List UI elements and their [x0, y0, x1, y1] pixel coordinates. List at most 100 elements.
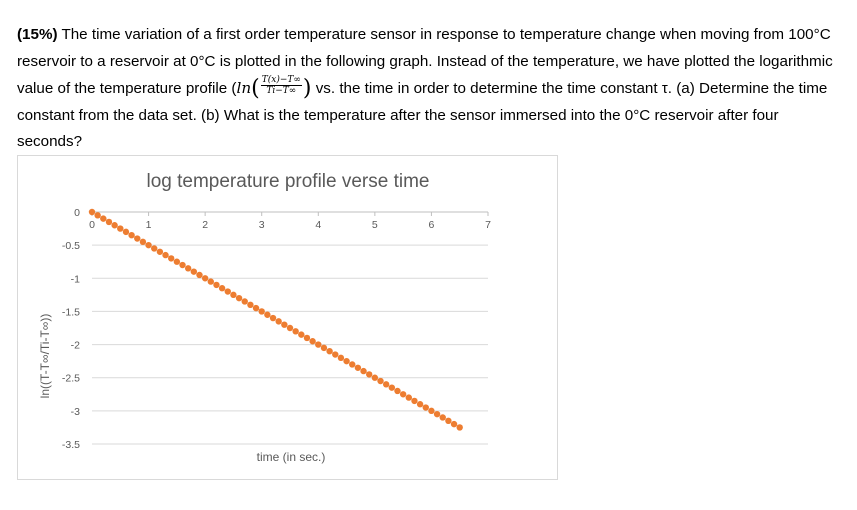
data-point	[332, 351, 339, 358]
data-point	[450, 420, 458, 428]
data-point	[196, 271, 203, 279]
chart-svg: 0 -0.5 -1 -1.5 -2 -2.5 -3 -3.5 0 1 2 3 4 5 6 7 log tem…	[38, 171, 491, 464]
data-point	[105, 218, 113, 226]
data-point	[218, 285, 226, 292]
y-tick-label: -1	[71, 273, 80, 285]
data-point	[445, 417, 452, 424]
left-paren: (	[251, 75, 260, 101]
x-tick-label: 3	[259, 219, 265, 231]
data-point	[388, 384, 396, 391]
x-tick-label: 5	[372, 219, 378, 231]
fraction: T(x)−T∞ Ti−T∞	[260, 75, 302, 97]
data-point	[377, 377, 384, 385]
data-point	[394, 387, 401, 395]
data-point	[201, 275, 209, 282]
data-point	[117, 225, 124, 232]
data-point	[122, 228, 130, 236]
data-point	[235, 294, 243, 302]
question-part-1: The time variation of a first order temp…	[17, 26, 833, 97]
y-tick-label: -1.5	[62, 306, 80, 318]
data-point	[264, 311, 271, 318]
question-weight: (15%)	[17, 26, 58, 43]
data-point	[371, 374, 379, 381]
data-point	[230, 291, 237, 299]
data-point	[224, 288, 231, 295]
data-point	[422, 404, 429, 411]
chart-title: log temperature profile verse time	[146, 171, 429, 192]
y-tick-label: -0.5	[62, 240, 80, 252]
data-point	[88, 208, 96, 216]
data-points	[88, 208, 463, 431]
y-tick-labels: 0 -0.5 -1 -1.5 -2 -2.5 -3 -3.5	[62, 207, 80, 451]
data-point	[439, 414, 446, 421]
data-point	[207, 278, 214, 285]
data-point	[247, 301, 254, 308]
data-point	[433, 410, 441, 418]
data-point	[281, 321, 288, 328]
question-text: (15%) The time variation of a first orde…	[17, 22, 847, 156]
data-point	[190, 268, 198, 275]
data-point	[100, 215, 107, 222]
y-tick-label: -2.5	[62, 373, 80, 385]
data-point	[269, 314, 277, 322]
x-tick-label: 1	[146, 219, 152, 231]
data-point	[156, 248, 164, 255]
data-point	[416, 401, 424, 408]
data-point	[399, 391, 407, 398]
data-point	[320, 344, 328, 352]
data-point	[139, 238, 147, 246]
ln-symbol: ln	[236, 79, 252, 97]
data-point	[428, 407, 435, 415]
data-point	[151, 245, 158, 252]
data-point	[303, 334, 311, 342]
data-point	[173, 258, 181, 265]
right-paren: )	[302, 75, 312, 101]
data-point	[179, 261, 186, 269]
data-point	[184, 265, 192, 272]
chart-container: 0 -0.5 -1 -1.5 -2 -2.5 -3 -3.5 0 1 2 3 4 5 6 7 log tem…	[17, 155, 558, 480]
data-point	[337, 354, 345, 362]
data-point	[111, 222, 118, 229]
x-tick-label: 6	[429, 219, 435, 231]
data-point	[134, 235, 141, 242]
x-tick-label: 7	[485, 219, 491, 231]
data-point	[145, 241, 152, 249]
x-tick-labels: 0 1 2 3 4 5 6 7	[89, 219, 491, 231]
question-part-2: vs. the time in order to determine the t…	[17, 80, 828, 150]
data-point	[366, 371, 373, 378]
data-point	[343, 357, 350, 365]
data-point	[405, 394, 412, 401]
data-point	[241, 298, 248, 305]
data-point	[326, 348, 333, 355]
y-axis-label: ln((T-T∞/Ti-T∞))	[38, 314, 52, 399]
x-tick-label: 2	[202, 219, 208, 231]
data-point	[354, 364, 362, 371]
data-point	[168, 255, 175, 262]
data-point	[128, 232, 135, 239]
data-point	[94, 212, 101, 219]
data-point	[162, 251, 169, 259]
y-tick-label: -3.5	[62, 439, 80, 451]
x-tick-label: 4	[315, 219, 321, 231]
data-point	[258, 308, 265, 315]
x-axis-label: time (in sec.)	[257, 450, 326, 464]
fraction-numerator: T(x)−T∞	[260, 75, 302, 87]
data-point	[275, 318, 282, 325]
data-point	[315, 341, 322, 348]
data-point	[298, 331, 305, 338]
fraction-denominator: Ti−T∞	[266, 86, 297, 97]
x-axis	[91, 211, 489, 216]
data-point	[360, 367, 367, 375]
y-tick-label: -3	[71, 406, 80, 418]
x-tick-label: 0	[89, 219, 95, 231]
y-tick-label: 0	[74, 207, 80, 219]
data-point	[382, 381, 390, 388]
data-point	[292, 328, 299, 335]
data-point	[349, 361, 356, 368]
data-point	[411, 397, 418, 405]
data-point	[309, 338, 316, 345]
data-point	[213, 281, 220, 289]
data-point	[252, 304, 260, 312]
y-tick-label: -2	[71, 340, 80, 352]
data-point	[286, 324, 294, 332]
